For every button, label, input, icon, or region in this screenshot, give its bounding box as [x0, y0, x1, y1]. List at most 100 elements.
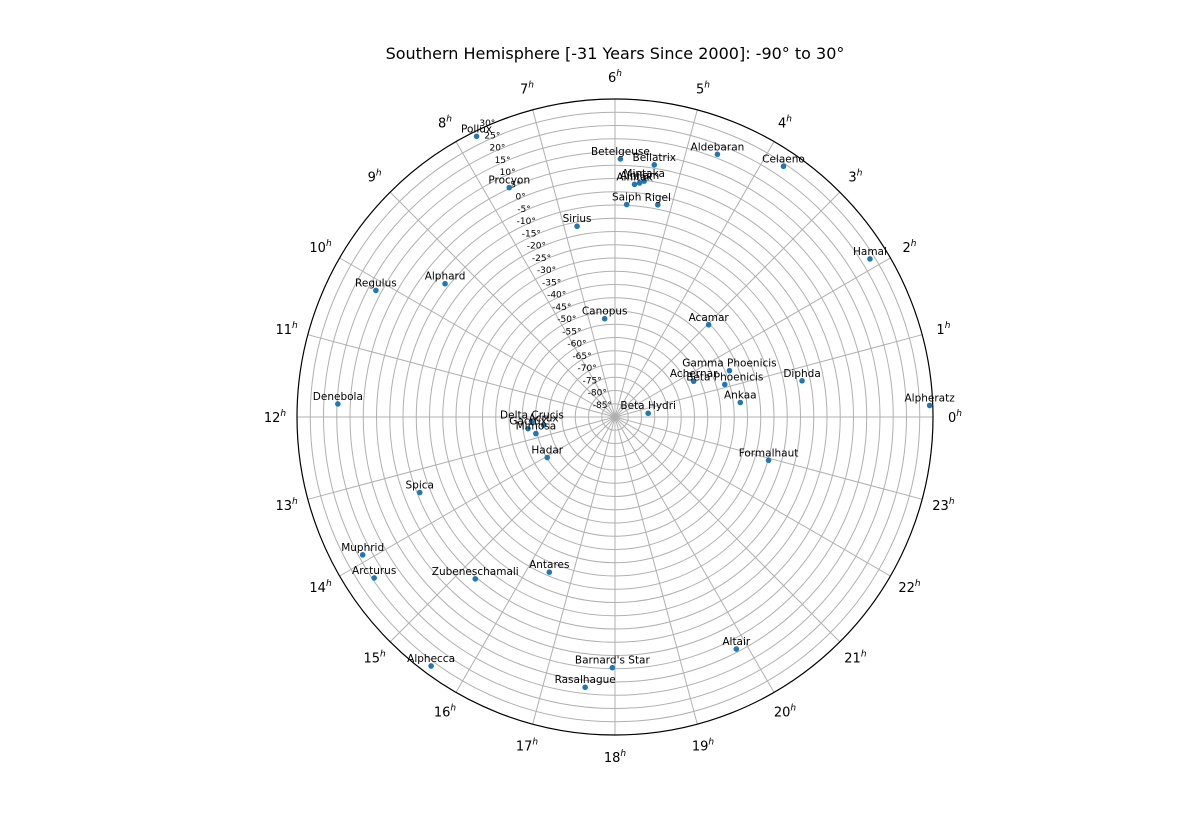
star-point	[714, 151, 721, 158]
star-point	[690, 378, 697, 385]
hour-tick-label: 15h	[363, 649, 386, 666]
hour-tick-label: 8h	[438, 115, 452, 132]
star-points: AlpheratzHamalCelaenoAldebaranBellatrixB…	[313, 123, 955, 691]
star-label: Mimosa	[516, 421, 557, 433]
declination-tick-label: -70°	[578, 364, 597, 374]
star-label: Hadar	[531, 445, 563, 457]
star-label: Rigel	[645, 192, 671, 204]
hour-tick-label: 18h	[604, 749, 627, 766]
star-point	[609, 664, 616, 671]
hour-tick-label: 1h	[936, 321, 950, 338]
declination-tick-label: -25°	[532, 254, 551, 264]
star-point	[623, 201, 630, 208]
hour-tick-label: 9h	[368, 169, 382, 186]
star-point	[533, 430, 539, 437]
hour-tick-label: 11h	[275, 321, 298, 338]
star-label: Beta Phoenicis	[686, 371, 763, 383]
star-label: Zubeneschamali	[432, 566, 519, 578]
hour-tick-label: 17h	[516, 737, 539, 754]
grid-hour-line	[339, 416, 616, 577]
star-label: Achernar	[670, 368, 718, 380]
star-point	[631, 181, 638, 188]
star-label: Spica	[406, 480, 434, 492]
declination-tick-label: -40°	[547, 291, 566, 301]
star-point	[636, 180, 643, 186]
star-point	[733, 646, 740, 652]
star-point	[544, 454, 551, 461]
star-point	[546, 569, 553, 575]
star-label: Acrux	[529, 412, 559, 424]
star-label: Regulus	[355, 277, 397, 289]
grid-hour-line	[455, 141, 616, 418]
star-label: Antares	[529, 559, 569, 571]
declination-tick-label: 25°	[484, 131, 500, 141]
star-point	[529, 419, 535, 426]
star-label: Gacrux	[509, 416, 547, 428]
hour-tick-label: 23h	[932, 497, 955, 514]
grid-hour-line	[614, 416, 891, 577]
grid-hour-line	[614, 416, 698, 725]
declination-tick-label: 20°	[489, 144, 505, 154]
grid-hour-line	[532, 109, 616, 418]
star-point	[601, 315, 608, 322]
star-point	[721, 381, 728, 388]
star-point	[867, 256, 873, 262]
declination-tick-label: -85°	[593, 401, 612, 411]
grid-hour-line	[614, 334, 923, 418]
grid-hour-line	[614, 191, 841, 418]
star-point	[617, 156, 624, 162]
star-point	[780, 163, 787, 170]
star-label: Muphrid	[341, 542, 384, 554]
star-label: Ankaa	[724, 390, 757, 402]
star-label: Diphda	[783, 368, 820, 380]
hour-tick-label: 22h	[898, 579, 921, 596]
grid-hour-line	[614, 257, 891, 418]
grid-hour-line	[307, 334, 616, 418]
star-label: Celaeno	[762, 153, 805, 165]
declination-tick-label: -45°	[552, 303, 571, 313]
star-label: Pollux	[461, 123, 492, 135]
star-label: Hamal	[853, 246, 887, 258]
star-label: Formalhaut	[739, 447, 799, 459]
star-point	[359, 552, 366, 558]
star-point	[371, 575, 377, 581]
chart-title: Southern Hemisphere [-31 Years Since 200…	[386, 44, 845, 63]
star-point	[428, 663, 434, 669]
declination-tick-label: -20°	[527, 242, 546, 252]
declination-tick-label: -10°	[517, 217, 536, 227]
hour-tick-label: 12h	[264, 409, 287, 426]
grid-hour-line	[614, 416, 841, 643]
star-label: Saiph	[612, 192, 641, 204]
star-label: Gamma Phoenicis	[682, 358, 776, 370]
hour-tick-label: 2h	[902, 239, 916, 256]
star-point	[582, 684, 588, 691]
grid-hour-line	[307, 416, 616, 500]
star-label: Alphecca	[407, 653, 455, 665]
star-label: Alpheratz	[904, 392, 955, 404]
hour-tick-label: 14h	[309, 579, 332, 596]
star-point	[373, 287, 379, 294]
hour-tick-label: 3h	[848, 169, 862, 186]
hour-tick-label: 21h	[844, 649, 867, 666]
declination-tick-label: -65°	[572, 352, 591, 362]
hour-tick-label: 20h	[774, 703, 797, 720]
star-label: Aldebaran	[691, 141, 745, 153]
star-label: Sirius	[563, 213, 592, 225]
star-label: Beta Hydri	[620, 400, 676, 412]
star-point	[540, 422, 547, 429]
hour-tick-label: 16h	[434, 703, 457, 720]
star-point	[726, 367, 733, 374]
declination-tick-label: 30°	[479, 119, 495, 129]
star-point	[654, 201, 661, 208]
declination-tick-label: -15°	[522, 229, 541, 239]
star-point	[799, 378, 805, 384]
grid-hour-line	[389, 416, 616, 643]
star-point	[926, 402, 933, 409]
declination-tick-label: -80°	[588, 389, 607, 399]
star-label: Canopus	[582, 306, 628, 318]
star-label: Alnitak	[616, 171, 653, 183]
star-label: Procyon	[488, 175, 530, 187]
hour-tick-label: 10h	[309, 239, 332, 256]
declination-tick-label: 5°	[510, 180, 520, 190]
grid-hour-line	[455, 416, 616, 693]
